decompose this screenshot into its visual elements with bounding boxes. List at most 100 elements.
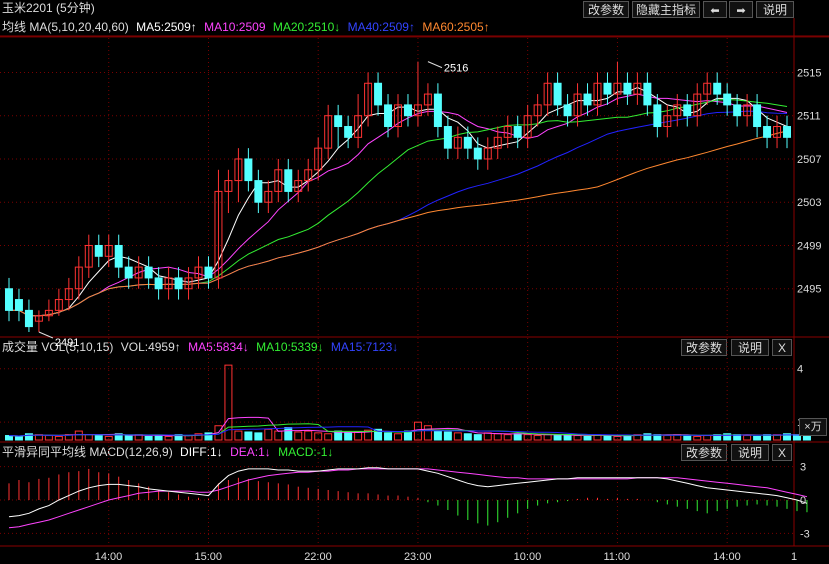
volume-bar (802, 435, 811, 441)
volume-bar (344, 432, 353, 441)
candle-body (274, 169, 283, 192)
x-tick-label: 11:00 (603, 551, 630, 563)
volume-bar (224, 364, 233, 441)
candle-body (553, 82, 562, 106)
annotation-leader (38, 331, 54, 339)
volume-bar (364, 429, 373, 441)
y-tick-label: 2499 (797, 240, 821, 252)
diff-line (8, 467, 808, 518)
candle-body (384, 104, 393, 128)
candle-body (174, 277, 183, 290)
candle-body (463, 136, 472, 149)
volume-bar (254, 432, 263, 441)
candle-body (64, 288, 73, 301)
candle-body (663, 115, 672, 128)
candle-body (573, 93, 582, 117)
volume-bar (743, 435, 752, 441)
vol-legend-label: 成交量 VOL(5,10,15) (2, 340, 114, 354)
candle-body (403, 104, 412, 117)
ma5-legend: MA5:2509↑ (136, 20, 197, 34)
vol-help-button[interactable]: 说明 (731, 339, 769, 356)
volume-bar (613, 435, 622, 441)
volume-bar (553, 435, 562, 441)
volume-bar (354, 431, 363, 441)
volume-bar (783, 433, 792, 441)
candle-body (14, 299, 23, 311)
x-tick-label: 14:00 (713, 551, 741, 563)
candle-body (613, 82, 622, 95)
candle-body (254, 180, 263, 203)
volume-bar (453, 432, 462, 441)
volume-bar (623, 435, 632, 441)
volume-bar (663, 435, 672, 441)
candle-body (583, 93, 592, 106)
candle-body (413, 104, 422, 117)
volume-bar (723, 433, 732, 441)
volume-bar (753, 435, 762, 441)
volume-bar (683, 435, 692, 441)
ma40-legend: MA40:2509↑ (347, 20, 415, 34)
x-tick-label: 10:00 (514, 551, 542, 563)
candle-body (563, 104, 572, 117)
candle-body (154, 277, 163, 290)
candle-body (753, 104, 762, 128)
macd-close-button[interactable]: X (772, 444, 792, 461)
macd-value-legend: MACD:-1↓ (278, 445, 334, 459)
x-tick-label: 22:00 (304, 551, 332, 563)
candle-body (683, 104, 692, 117)
candles (4, 61, 792, 332)
y-tick-label: 2507 (797, 154, 821, 166)
candle-body (593, 82, 602, 106)
volume-bar (244, 431, 253, 441)
candle-body (284, 169, 293, 192)
macd-help-button[interactable]: 说明 (731, 444, 769, 461)
vol-ma10-legend: MA10:5339↓ (256, 340, 324, 354)
candle-body (54, 299, 63, 311)
vol-value: VOL:4959↑ (120, 340, 181, 354)
candle-body (74, 266, 83, 290)
candle-body (164, 277, 173, 290)
macd-legend-label: 平滑异同平均线 MACD(12,26,9) (2, 445, 173, 459)
candle-body (443, 126, 452, 149)
candle-body (713, 82, 722, 95)
macd-legend: 平滑异同平均线 MACD(12,26,9) DIFF:1↓ DEA:1↓ MAC… (2, 444, 337, 460)
candle-body (743, 104, 752, 117)
candle-body (603, 82, 612, 95)
volume-bar (54, 435, 63, 441)
volume-bar (14, 435, 23, 441)
scroll-left-button[interactable]: ⬅ (703, 1, 727, 18)
volume-bar (374, 428, 383, 441)
candle-body (364, 82, 373, 117)
candle-body (673, 104, 682, 117)
volume-bar (503, 434, 512, 441)
candle-body (453, 136, 462, 149)
macd-params-button[interactable]: 改参数 (681, 444, 727, 461)
change-params-button[interactable]: 改参数 (583, 1, 629, 18)
volume-bar (523, 434, 532, 441)
scroll-right-button[interactable]: ➡ (729, 1, 753, 18)
macd-y-tick-label: 3 (800, 462, 806, 474)
help-button[interactable]: 说明 (756, 1, 794, 18)
candle-body (374, 82, 383, 106)
ma-legend-label: 均线 MA(5,10,20,40,60) (2, 20, 129, 34)
vol-ma15-line (8, 426, 808, 437)
candle-body (483, 147, 492, 160)
volume-bar (164, 435, 173, 441)
vol-params-button[interactable]: 改参数 (681, 339, 727, 356)
vol-close-button[interactable]: X (772, 339, 792, 356)
candle-body (314, 147, 323, 171)
candle-body (184, 277, 193, 290)
candle-body (493, 136, 502, 149)
volume-bar (423, 425, 432, 441)
volume-bar (264, 428, 273, 441)
volume-bar (543, 434, 552, 441)
x-tick-label: 14:00 (95, 551, 123, 563)
volume-bar (154, 435, 163, 441)
macd-y-tick-label: 0 (800, 495, 806, 507)
candle-body (354, 115, 363, 138)
volume-bar (443, 431, 452, 441)
volume-bar (493, 433, 502, 441)
candle-body (513, 126, 522, 138)
hide-indicator-button[interactable]: 隐藏主指标 (632, 1, 700, 18)
